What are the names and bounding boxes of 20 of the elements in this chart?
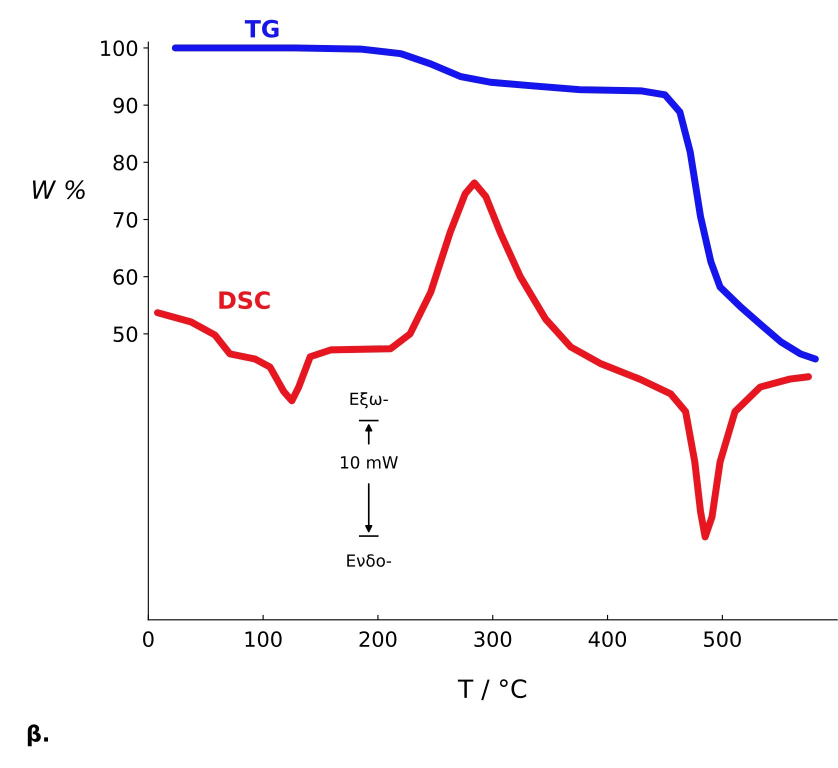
text: β. <box>28 724 48 746</box>
series-label: TG <box>244 20 279 38</box>
x-tick-label: 100 <box>246 631 282 648</box>
y-axis-title: W % <box>32 180 85 200</box>
y-tick-label: 50 <box>114 326 138 342</box>
series-label: DSC <box>219 291 270 310</box>
y-tick-label: 80 <box>114 154 138 171</box>
x-axis-title: T / °C <box>458 679 526 700</box>
x-tick-label: 0 <box>143 631 154 648</box>
y-tick-label: 90 <box>113 98 138 114</box>
x-tick-label: 300 <box>474 631 512 648</box>
y-tick-label: 60 <box>114 269 138 285</box>
x-tick-label: 200 <box>360 631 396 648</box>
y-tick-label: 70 <box>114 212 138 228</box>
y-tick-label: 100 <box>101 40 138 56</box>
annotation: 10 mW <box>340 456 398 469</box>
annotation: Εξω- <box>350 392 388 408</box>
x-tick-label: 400 <box>588 631 626 648</box>
x-tick-label: 500 <box>704 631 741 648</box>
annotation: Ενδο- <box>347 554 392 567</box>
